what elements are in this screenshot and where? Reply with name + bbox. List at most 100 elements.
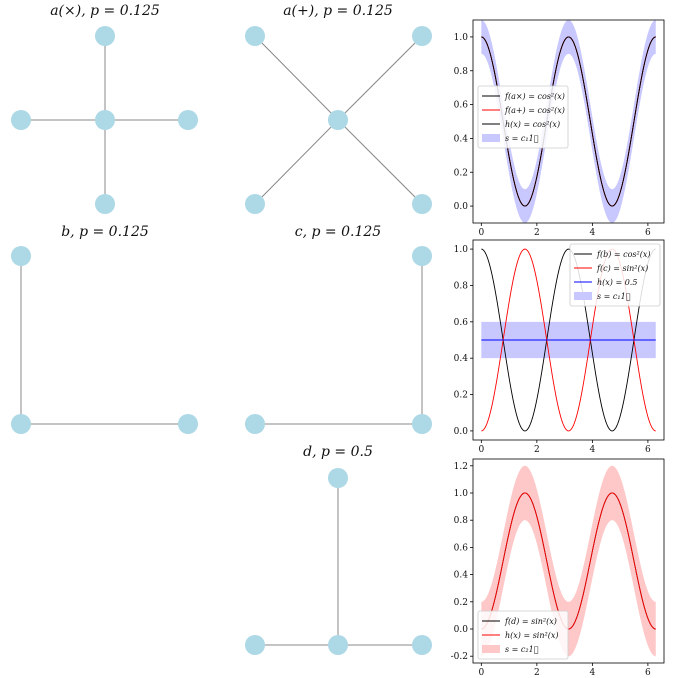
graph-title-d: d, p = 0.5 (303, 444, 373, 460)
graph-node (328, 468, 348, 488)
x-tick-label: 4 (590, 228, 596, 238)
y-tick-label: 0.0 (454, 625, 469, 635)
x-tick-label: 6 (645, 668, 651, 678)
legend: f(d) = sin²(x) h(x) = sin²(x) s = c₂1⃗ (477, 610, 569, 660)
plot-panel-1: 0 2 4 60.00.20.40.60.81.0f(a×) = cos²(x)f(a… (454, 19, 665, 238)
graph-edge (254, 35, 339, 121)
legend-box (477, 610, 569, 660)
plot-panel-2: 0 2 4 6 0.0 0.2 0.4 0.6 0.8 1.0 f(b) = cos²(x) f(c)… (454, 239, 665, 455)
plot-panel-3: 0 2 4 6 -0.2 0.0 0.2 0.4 0.6 0.8 1.0 1.2 f(d) = sin²… (451, 458, 665, 678)
series-line (481, 248, 656, 432)
y-tick-label: 1.0 (454, 245, 469, 255)
graph-title-a-times: a(×), p = 0.125 (50, 3, 160, 19)
y-tick-label: 0.2 (454, 391, 468, 401)
function-plots: 0 2 4 60.00.20.40.60.81.0f(a×) = cos²(x)f(a… (451, 19, 665, 678)
graph-node (412, 26, 432, 46)
y-tick-label: 0.8 (454, 281, 469, 291)
graph-a-times (11, 26, 198, 214)
legend-band-swatch (574, 292, 592, 300)
y-tick-label: 1.0 (454, 33, 469, 43)
y-tick-label: -0.2 (451, 652, 468, 662)
confidence-band (481, 465, 656, 657)
y-tick-label: 0.0 (454, 427, 469, 437)
graph-c (245, 246, 432, 434)
plot-data-area (481, 465, 656, 657)
legend-label: h(x) = 0.5 (597, 278, 637, 287)
graph-a-plus (245, 26, 432, 214)
y-tick-label: 0.2 (454, 598, 468, 608)
graph-node (412, 414, 432, 434)
x-tick-label: 0 (478, 668, 484, 678)
plot-frame (472, 239, 665, 441)
graph-drawings (11, 26, 432, 655)
y-tick-label: 0.4 (454, 134, 469, 144)
plot-frame (472, 19, 665, 224)
y-tick-label: 0.6 (454, 318, 469, 328)
graph-node (245, 194, 265, 214)
legend-band-swatch (482, 134, 500, 142)
graph-title-b: b, p = 0.125 (61, 224, 149, 240)
y-tick-label: 1.2 (454, 462, 468, 472)
legend-label: s = c₂1⃗ (505, 645, 539, 654)
legend-box (569, 243, 661, 307)
graph-edge (254, 119, 339, 205)
graph-node (245, 26, 265, 46)
plot-frame (472, 458, 665, 664)
graph-edge (337, 35, 423, 121)
y-tick-label: 0.4 (454, 354, 469, 364)
x-tick-label: 2 (534, 445, 540, 455)
graph-node (95, 110, 115, 130)
legend-band-swatch (482, 645, 500, 653)
legend-label: h(x) = sin²(x) (505, 631, 558, 640)
graph-node (245, 635, 265, 655)
plot-data-area (481, 20, 656, 223)
legend-label: s = c₁1⃗ (597, 292, 631, 301)
graph-node (95, 26, 115, 46)
x-tick-label: 4 (590, 668, 596, 678)
graph-node (412, 246, 432, 266)
graph-node (245, 414, 265, 434)
graph-node (412, 194, 432, 214)
graph-node (95, 194, 115, 214)
series-line (481, 36, 656, 207)
legend: f(a×) = cos²(x) f(a+) = cos²(x) h(x) = cos… (477, 85, 569, 149)
y-tick-label: 0.8 (454, 67, 469, 77)
graph-node (178, 110, 198, 130)
graph-edge (337, 119, 423, 205)
x-tick-label: 2 (534, 668, 540, 678)
legend-label: h(x) = cos²(x) (505, 120, 560, 129)
legend-label: f(c) = sin²(x) (596, 264, 648, 273)
graph-d (245, 468, 432, 655)
graph-node (328, 635, 348, 655)
x-tick-label: 0 (478, 228, 484, 238)
graph-node (328, 110, 348, 130)
y-tick-label: 0.4 (454, 571, 469, 581)
y-tick-label: 0.6 (454, 543, 469, 553)
legend-box (477, 85, 569, 149)
legend-label: s = c₁1⃗ (505, 134, 539, 143)
y-tick-label: 0.0 (454, 202, 469, 212)
graph-title-a-plus: a(+), p = 0.125 (283, 3, 393, 19)
graph-node (412, 635, 432, 655)
series-line (481, 492, 656, 630)
graph-node (11, 110, 31, 130)
legend: f(b) = cos²(x) f(c) = sin²(x) h(x) = 0.5 s … (569, 243, 661, 307)
x-tick-label: 0 (478, 445, 484, 455)
legend-label: f(d) = sin²(x) (504, 617, 557, 626)
y-tick-label: 0.6 (454, 101, 469, 111)
y-tick-label: 0.8 (454, 516, 469, 526)
legend-label: f(a×) = cos²(x) (504, 92, 565, 101)
x-tick-label: 4 (590, 445, 596, 455)
graph-node (11, 246, 31, 266)
legend-label: f(a+) = cos²(x) (504, 106, 565, 115)
graph-b (11, 246, 198, 434)
x-tick-label: 6 (645, 445, 651, 455)
legend-label: f(b) = cos²(x) (596, 250, 650, 259)
graph-node (178, 414, 198, 434)
graph-node (11, 414, 31, 434)
y-tick-label: 1.0 (454, 489, 469, 499)
x-tick-label: 6 (645, 228, 651, 238)
y-tick-label: 0.2 (454, 168, 468, 178)
x-tick-label: 2 (534, 228, 540, 238)
